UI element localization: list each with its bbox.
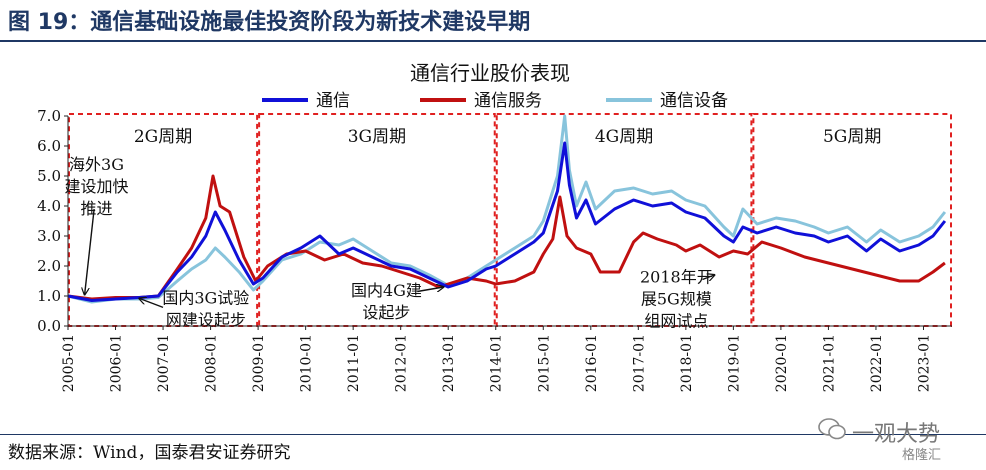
x-tick-label: 2022-01 — [869, 334, 885, 392]
source-note: 数据来源：Wind，国泰君安证券研究 — [8, 443, 291, 463]
figure-title: 图 19：通信基础设施最佳投资阶段为新技术建设早期 — [8, 10, 531, 35]
annotation-text: 网建设起步 — [166, 311, 246, 330]
x-tick-label: 2015-01 — [536, 334, 552, 392]
series-line-2 — [67, 114, 947, 304]
annotation-arrow — [702, 275, 714, 280]
legend: 通信 通信服务 通信设备 — [262, 91, 728, 111]
y-tick-label: 4.0 — [37, 197, 61, 215]
annotation-text: 设起步 — [362, 303, 410, 322]
x-tick-label: 2021-01 — [821, 334, 837, 392]
period-label: 3G周期 — [348, 127, 406, 147]
annotation-text: 建设加快 — [65, 177, 129, 196]
annotation-text: 推进 — [81, 199, 113, 218]
x-tick-label: 2009-01 — [251, 334, 267, 392]
x-tick-label: 2017-01 — [631, 334, 647, 392]
x-tick-label: 2012-01 — [394, 334, 410, 392]
legend-label: 通信 — [316, 91, 350, 111]
legend-label: 通信设备 — [660, 91, 728, 111]
wechat-icon — [818, 418, 846, 440]
annotation-text: 2018年开 — [640, 268, 713, 287]
x-tick-label: 2010-01 — [299, 334, 315, 392]
annotation-text: 组网试点 — [644, 312, 708, 331]
axes: 0.0 1.0 2.0 3.0 4.0 5.0 6.0 7.0 2005-01 2006-01 20… — [37, 107, 952, 392]
period-box — [68, 113, 259, 327]
legend-label: 通信服务 — [474, 91, 542, 111]
x-tick-label: 2007-01 — [156, 334, 172, 392]
x-tick-label: 2005-01 — [61, 334, 77, 392]
y-tick-label: 7.0 — [37, 107, 61, 125]
y-tick-label: 6.0 — [37, 137, 61, 155]
y-tick-label: 3.0 — [37, 227, 61, 245]
series-line-1 — [67, 174, 946, 301]
y-tick-label: 2.0 — [37, 257, 61, 275]
watermark-text: 一观大势 — [852, 422, 941, 447]
line-chart: 通信行业股价表现 通信 通信服务 通信设备 2G周期 3G周期 4G周期 5G周期 海外3… — [37, 61, 952, 392]
period-label: 2G周期 — [134, 127, 192, 147]
x-tick-label: 2008-01 — [204, 334, 220, 392]
chart-title: 通信行业股价表现 — [410, 61, 570, 85]
title-rule — [0, 40, 986, 42]
x-tick-label: 2019-01 — [726, 334, 742, 392]
period-box — [258, 113, 496, 327]
watermark: 一观大势 格隆汇 — [816, 416, 976, 466]
period-label: 5G周期 — [823, 127, 881, 147]
x-tick-label: 2013-01 — [441, 334, 457, 392]
x-tick-label: 2014-01 — [489, 334, 505, 392]
annotation-arrow — [417, 287, 443, 293]
watermark-sub: 格隆汇 — [902, 448, 942, 463]
y-tick-label: 1.0 — [37, 287, 61, 305]
footer-rule — [0, 434, 986, 435]
series-lines — [67, 114, 947, 304]
x-tick-label: 2020-01 — [774, 334, 790, 392]
x-tick-label: 2018-01 — [679, 334, 695, 392]
y-tick-label: 5.0 — [37, 167, 61, 185]
x-tick-label: 2016-01 — [584, 334, 600, 392]
annotation-arrow — [85, 208, 95, 295]
annotation-text: 国内4G建 — [351, 281, 422, 300]
x-tick-label: 2023-01 — [916, 334, 932, 392]
annotation-text: 海外3G — [69, 155, 124, 174]
x-tick-label: 2011-01 — [346, 334, 362, 392]
y-tick-label: 0.0 — [37, 317, 61, 335]
annotation-text: 展5G规模 — [641, 290, 712, 309]
period-label: 4G周期 — [595, 127, 653, 147]
annotation-text: 国内3G试验 — [162, 289, 249, 308]
x-tick-label: 2006-01 — [109, 334, 125, 392]
annotation-arrow — [139, 298, 164, 309]
series-line-0 — [67, 141, 947, 302]
